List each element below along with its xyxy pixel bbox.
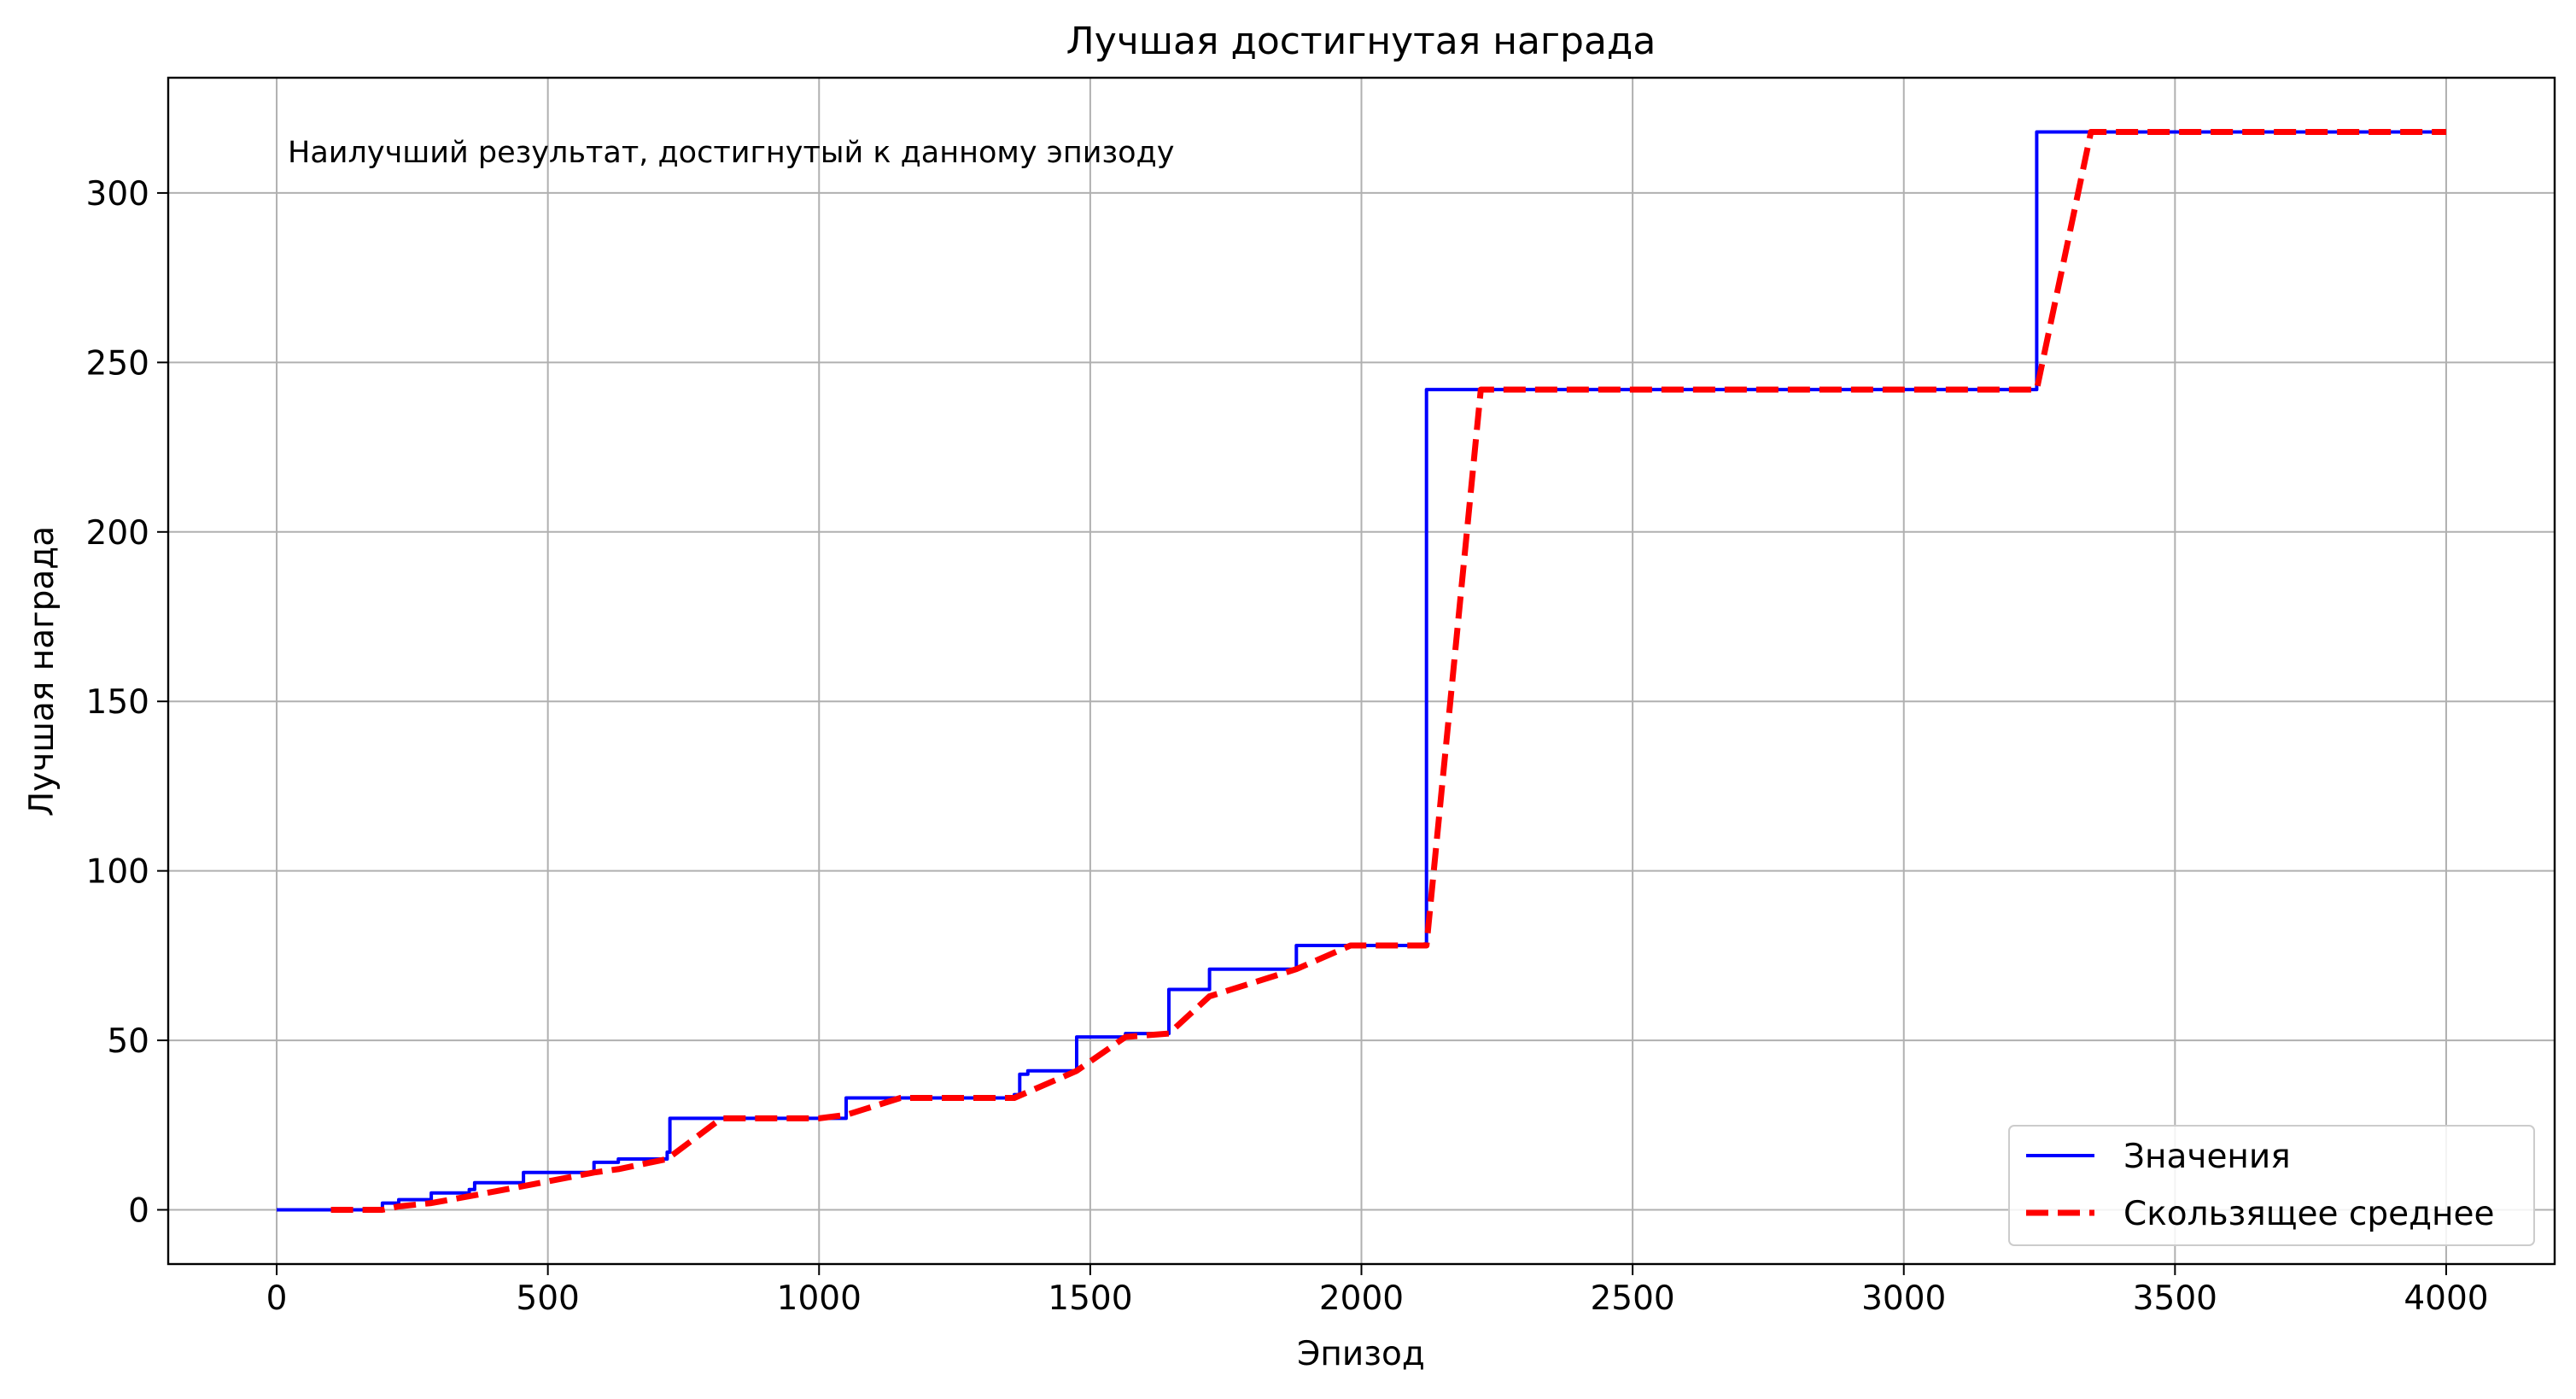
y-tick-label: 150 <box>86 683 149 722</box>
series-line-moving-average <box>330 129 2446 1213</box>
legend-label-moving-average: Скользящее среднее <box>2123 1195 2495 1233</box>
legend: Значения Скользящее среднее <box>2008 1125 2535 1246</box>
series-layer <box>277 129 2446 1213</box>
legend-label-values: Значения <box>2123 1138 2291 1176</box>
y-ticks: 0 50 100 150 200 250 300 <box>86 175 168 1231</box>
y-tick-label: 0 <box>128 1192 149 1231</box>
x-tick-label: 1500 <box>1048 1279 1132 1318</box>
x-tick-label: 3000 <box>1861 1279 1946 1318</box>
x-axis-label: Эпизод <box>1297 1335 1425 1373</box>
x-tick-label: 2000 <box>1319 1279 1404 1318</box>
chart-title: Лучшая достигнутая награда <box>1066 20 1656 63</box>
x-tick-label: 0 <box>266 1279 288 1318</box>
y-tick-label: 50 <box>107 1022 149 1061</box>
legend-box <box>2008 1125 2535 1246</box>
y-tick-label: 300 <box>86 175 149 214</box>
y-tick-label: 100 <box>86 853 149 892</box>
x-ticks: 0 500 1000 1500 2000 2500 3000 3500 4000 <box>266 1264 2489 1318</box>
x-tick-label: 2500 <box>1590 1279 1674 1318</box>
y-tick-label: 250 <box>86 344 149 383</box>
y-tick-label: 200 <box>86 514 149 553</box>
x-tick-label: 4000 <box>2404 1279 2488 1318</box>
chart-annotation: Наилучший результат, достигнутый к данно… <box>288 136 1174 170</box>
series-line-values <box>277 130 2446 1212</box>
x-tick-label: 500 <box>516 1279 579 1318</box>
x-tick-label: 3500 <box>2133 1279 2217 1318</box>
x-tick-label: 1000 <box>777 1279 862 1318</box>
y-axis-label: Лучшая награда <box>23 526 61 817</box>
